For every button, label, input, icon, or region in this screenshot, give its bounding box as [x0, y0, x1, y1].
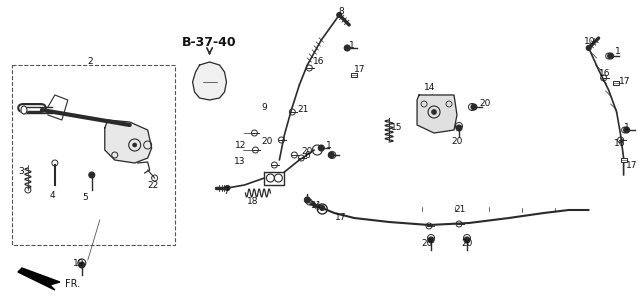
- Text: FR.: FR.: [65, 279, 80, 289]
- Text: 17: 17: [354, 65, 365, 74]
- Text: 1: 1: [623, 124, 629, 133]
- Text: 8: 8: [339, 8, 344, 16]
- Polygon shape: [48, 95, 68, 120]
- Text: 14: 14: [424, 83, 435, 92]
- Text: 6: 6: [305, 151, 310, 160]
- Text: 1: 1: [349, 40, 355, 50]
- Circle shape: [89, 172, 95, 178]
- Circle shape: [607, 53, 614, 59]
- Polygon shape: [193, 62, 227, 100]
- Ellipse shape: [21, 106, 27, 114]
- Text: 1: 1: [326, 140, 332, 149]
- Text: 22: 22: [148, 181, 159, 190]
- Text: 9: 9: [261, 103, 267, 112]
- Text: 17: 17: [626, 160, 637, 169]
- Text: B-37-40: B-37-40: [182, 35, 237, 49]
- Circle shape: [623, 127, 630, 133]
- Circle shape: [431, 110, 436, 115]
- Text: 20: 20: [479, 100, 490, 109]
- Circle shape: [464, 237, 470, 243]
- Circle shape: [305, 197, 310, 203]
- Polygon shape: [417, 95, 457, 133]
- Text: 20: 20: [461, 238, 472, 247]
- Text: 17: 17: [619, 77, 630, 86]
- Text: 20: 20: [261, 137, 273, 146]
- Circle shape: [471, 104, 477, 110]
- Circle shape: [337, 13, 342, 17]
- Text: 4: 4: [50, 190, 56, 200]
- Text: 20: 20: [451, 137, 462, 146]
- Text: 16: 16: [614, 139, 625, 148]
- Text: 21: 21: [298, 106, 308, 115]
- Text: 16: 16: [598, 68, 610, 77]
- Circle shape: [428, 237, 434, 243]
- Text: 11: 11: [311, 200, 323, 209]
- Circle shape: [225, 185, 230, 190]
- Text: 12: 12: [234, 140, 246, 149]
- Circle shape: [328, 152, 334, 158]
- Text: 20: 20: [421, 238, 433, 247]
- Polygon shape: [18, 268, 60, 290]
- Bar: [351, 73, 357, 77]
- Text: 15: 15: [391, 124, 403, 133]
- Circle shape: [318, 145, 324, 151]
- Circle shape: [79, 262, 85, 268]
- Text: 10: 10: [584, 38, 595, 46]
- Text: 17: 17: [335, 212, 347, 221]
- Circle shape: [320, 206, 324, 211]
- Circle shape: [586, 46, 591, 50]
- Bar: [621, 158, 627, 162]
- Circle shape: [456, 125, 462, 131]
- Text: 7: 7: [223, 188, 229, 196]
- Text: 1: 1: [614, 47, 620, 56]
- Bar: [12, 65, 175, 245]
- Text: 13: 13: [234, 158, 245, 166]
- Text: 16: 16: [314, 58, 325, 67]
- Text: 18: 18: [248, 197, 259, 206]
- Circle shape: [132, 143, 137, 147]
- Text: 2: 2: [88, 58, 93, 67]
- Text: 5: 5: [82, 194, 88, 202]
- Circle shape: [344, 45, 350, 51]
- Polygon shape: [105, 120, 152, 163]
- Text: 21: 21: [454, 206, 465, 214]
- Text: 20: 20: [301, 148, 313, 157]
- Bar: [612, 81, 619, 85]
- Text: 19: 19: [73, 259, 84, 268]
- Text: 3: 3: [18, 167, 24, 176]
